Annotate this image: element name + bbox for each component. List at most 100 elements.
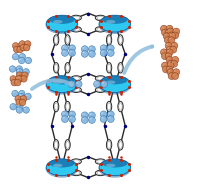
Ellipse shape (164, 37, 170, 44)
Ellipse shape (19, 44, 21, 45)
Ellipse shape (71, 15, 81, 21)
Ellipse shape (24, 41, 31, 47)
Ellipse shape (82, 47, 84, 49)
Ellipse shape (165, 54, 167, 56)
Ellipse shape (100, 45, 106, 52)
Ellipse shape (10, 76, 16, 82)
Ellipse shape (166, 62, 173, 69)
Ellipse shape (17, 70, 19, 71)
Ellipse shape (53, 101, 59, 112)
Ellipse shape (165, 66, 172, 73)
Ellipse shape (17, 104, 23, 110)
Ellipse shape (99, 76, 130, 92)
Ellipse shape (163, 33, 169, 40)
Ellipse shape (168, 33, 175, 40)
Ellipse shape (101, 15, 127, 24)
Ellipse shape (105, 20, 115, 24)
Ellipse shape (13, 55, 15, 56)
Ellipse shape (164, 42, 171, 49)
Ellipse shape (20, 42, 22, 43)
Ellipse shape (167, 32, 174, 39)
Ellipse shape (98, 16, 131, 34)
Ellipse shape (101, 82, 103, 84)
Ellipse shape (172, 74, 174, 75)
Ellipse shape (167, 70, 169, 71)
Ellipse shape (100, 50, 106, 56)
Ellipse shape (53, 63, 59, 73)
Ellipse shape (19, 91, 21, 93)
Ellipse shape (161, 50, 163, 52)
Ellipse shape (95, 87, 105, 92)
Ellipse shape (75, 81, 82, 88)
Ellipse shape (95, 159, 105, 164)
Ellipse shape (12, 53, 19, 60)
Ellipse shape (166, 28, 173, 35)
Ellipse shape (117, 35, 123, 45)
Ellipse shape (82, 52, 84, 53)
Ellipse shape (69, 112, 72, 114)
Ellipse shape (101, 76, 127, 84)
Ellipse shape (46, 15, 77, 32)
Ellipse shape (163, 34, 166, 36)
Ellipse shape (165, 46, 172, 53)
Ellipse shape (99, 15, 130, 32)
Ellipse shape (81, 117, 88, 123)
Ellipse shape (93, 81, 100, 88)
Ellipse shape (68, 45, 75, 52)
Ellipse shape (68, 111, 75, 118)
Ellipse shape (171, 57, 178, 63)
Ellipse shape (26, 94, 28, 96)
Ellipse shape (16, 66, 22, 72)
Ellipse shape (165, 49, 172, 56)
Ellipse shape (171, 62, 173, 63)
FancyArrowPatch shape (124, 46, 152, 73)
Ellipse shape (62, 51, 64, 52)
Ellipse shape (17, 105, 20, 106)
Ellipse shape (12, 90, 18, 97)
Ellipse shape (19, 53, 26, 60)
Ellipse shape (21, 76, 27, 82)
Ellipse shape (12, 43, 19, 49)
Ellipse shape (166, 50, 169, 52)
Ellipse shape (168, 38, 170, 40)
Ellipse shape (164, 29, 171, 36)
Ellipse shape (166, 47, 169, 49)
Ellipse shape (117, 63, 123, 73)
Ellipse shape (105, 81, 115, 84)
Ellipse shape (53, 35, 59, 45)
Ellipse shape (166, 26, 169, 28)
Ellipse shape (10, 67, 12, 68)
Ellipse shape (49, 76, 74, 84)
Ellipse shape (89, 52, 91, 53)
Ellipse shape (17, 73, 19, 74)
Ellipse shape (107, 45, 114, 52)
Ellipse shape (18, 57, 25, 64)
Ellipse shape (22, 72, 28, 78)
Ellipse shape (164, 38, 167, 40)
Ellipse shape (17, 108, 19, 109)
Ellipse shape (162, 54, 164, 56)
Ellipse shape (166, 60, 173, 67)
Ellipse shape (171, 32, 178, 39)
Ellipse shape (16, 99, 22, 106)
Ellipse shape (15, 81, 17, 82)
Ellipse shape (101, 112, 103, 114)
Ellipse shape (163, 67, 165, 69)
Ellipse shape (49, 159, 74, 167)
Ellipse shape (71, 27, 81, 32)
Ellipse shape (168, 74, 170, 75)
Ellipse shape (20, 55, 22, 56)
Ellipse shape (160, 49, 166, 56)
Ellipse shape (162, 30, 164, 32)
Ellipse shape (172, 33, 174, 35)
Ellipse shape (117, 101, 123, 112)
Ellipse shape (16, 97, 18, 98)
Ellipse shape (49, 15, 74, 24)
Ellipse shape (106, 63, 111, 73)
Ellipse shape (45, 16, 78, 34)
Ellipse shape (24, 108, 26, 109)
Ellipse shape (25, 57, 31, 64)
Ellipse shape (167, 62, 170, 63)
Ellipse shape (172, 28, 179, 35)
Ellipse shape (100, 116, 106, 122)
